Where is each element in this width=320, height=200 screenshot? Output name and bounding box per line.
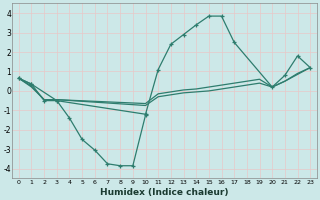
X-axis label: Humidex (Indice chaleur): Humidex (Indice chaleur): [100, 188, 229, 197]
